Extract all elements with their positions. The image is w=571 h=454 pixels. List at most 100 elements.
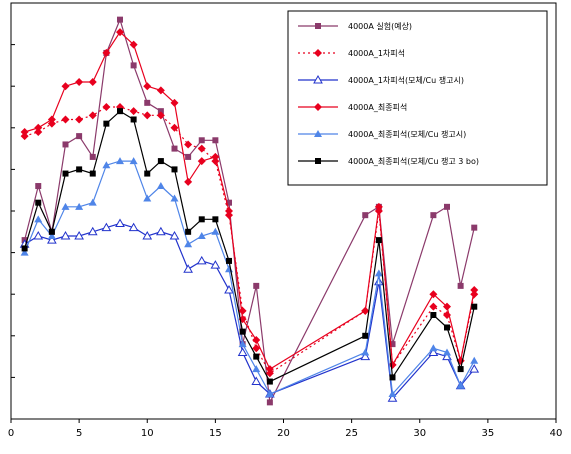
legend-label: 4000A_1차피석(모체/Cu 쟁고시): [348, 75, 464, 85]
data-point: [265, 390, 274, 398]
data-point: [471, 303, 478, 310]
data-point: [198, 137, 205, 144]
x-tick-label: 30: [413, 428, 426, 439]
data-point: [74, 230, 84, 240]
data-point: [266, 399, 273, 406]
data-point: [429, 290, 438, 299]
data-point: [143, 194, 152, 202]
data-point: [144, 170, 151, 177]
data-point: [212, 137, 219, 144]
data-point: [117, 16, 123, 23]
series-5: [20, 157, 479, 398]
x-tick-label: 35: [482, 428, 495, 439]
data-point: [428, 347, 439, 356]
x-axis-ticks: 0 5 10 15 20 25 30 35 40: [8, 419, 562, 439]
data-point: [171, 145, 178, 152]
data-point: [20, 132, 29, 141]
data-point: [253, 282, 260, 289]
data-point: [75, 202, 84, 210]
data-point: [47, 231, 56, 239]
data-point: [374, 202, 383, 211]
legend-label: 4000A_1차피석: [348, 48, 405, 58]
data-point: [76, 133, 83, 140]
data-point: [47, 119, 56, 128]
x-tick-label: 15: [209, 428, 222, 439]
data-point: [211, 152, 220, 161]
data-point: [157, 158, 164, 165]
data-point: [88, 78, 97, 87]
data-point: [361, 306, 370, 315]
data-point: [169, 230, 180, 240]
data-point: [48, 228, 55, 235]
data-point: [266, 378, 273, 385]
data-point: [184, 240, 193, 248]
data-point: [129, 40, 138, 49]
data-point: [253, 353, 260, 360]
data-point: [313, 74, 323, 84]
data-point: [143, 82, 152, 91]
data-point: [171, 166, 178, 173]
data-point: [117, 108, 123, 115]
data-point: [456, 381, 465, 389]
data-point: [470, 290, 479, 299]
series-layer: [19, 16, 480, 406]
data-point: [170, 194, 179, 202]
data-point: [314, 49, 322, 57]
x-tick-label: 0: [8, 428, 14, 439]
data-point: [470, 356, 479, 364]
data-point: [471, 224, 478, 231]
data-point: [143, 111, 152, 120]
data-point: [470, 286, 479, 295]
data-point: [142, 230, 153, 240]
data-point: [61, 82, 70, 91]
x-tick-label: 10: [141, 428, 154, 439]
x-tick-label: 25: [345, 428, 358, 439]
data-point: [130, 62, 137, 69]
legend-item: 4000A_1차피석(모체/Cu 쟁고시): [298, 74, 464, 85]
data-point: [375, 237, 382, 244]
data-point: [430, 212, 437, 219]
series-line: [24, 160, 475, 396]
data-point: [129, 107, 138, 116]
data-point: [89, 153, 96, 160]
data-point: [102, 48, 111, 57]
data-point: [170, 98, 179, 107]
data-point: [251, 376, 262, 386]
data-point: [361, 348, 370, 356]
data-point: [197, 231, 206, 239]
data-point: [156, 111, 165, 120]
data-point: [61, 202, 70, 210]
data-point: [314, 103, 322, 111]
data-point: [196, 255, 207, 265]
data-point: [314, 130, 322, 137]
data-point: [315, 158, 321, 164]
data-point: [238, 340, 247, 348]
data-point: [184, 177, 193, 186]
data-point: [62, 141, 69, 148]
data-point: [157, 108, 164, 115]
data-point: [315, 23, 321, 29]
data-point: [457, 366, 464, 373]
legend: 4000A 실험(예상) 4000A_1차피석 4000A_1차피석(모체/Cu 쟁…: [287, 10, 548, 186]
data-point: [35, 183, 42, 190]
data-point: [129, 157, 138, 165]
data-point: [156, 182, 165, 190]
data-point: [360, 351, 371, 361]
data-point: [444, 324, 450, 331]
data-point: [252, 335, 261, 344]
data-point: [226, 199, 232, 206]
series-6: [21, 108, 478, 385]
data-point: [116, 157, 124, 165]
data-point: [88, 111, 97, 120]
data-point: [156, 86, 165, 95]
data-point: [211, 227, 220, 235]
data-point: [130, 116, 137, 123]
data-point: [183, 264, 193, 273]
data-point: [89, 170, 96, 177]
data-point: [103, 120, 110, 127]
data-point: [47, 115, 56, 124]
data-point: [33, 230, 44, 240]
data-point: [238, 306, 247, 315]
legend-label: 4000A_최종피석(모체/Cu 쟁고 3 bo): [348, 156, 479, 166]
